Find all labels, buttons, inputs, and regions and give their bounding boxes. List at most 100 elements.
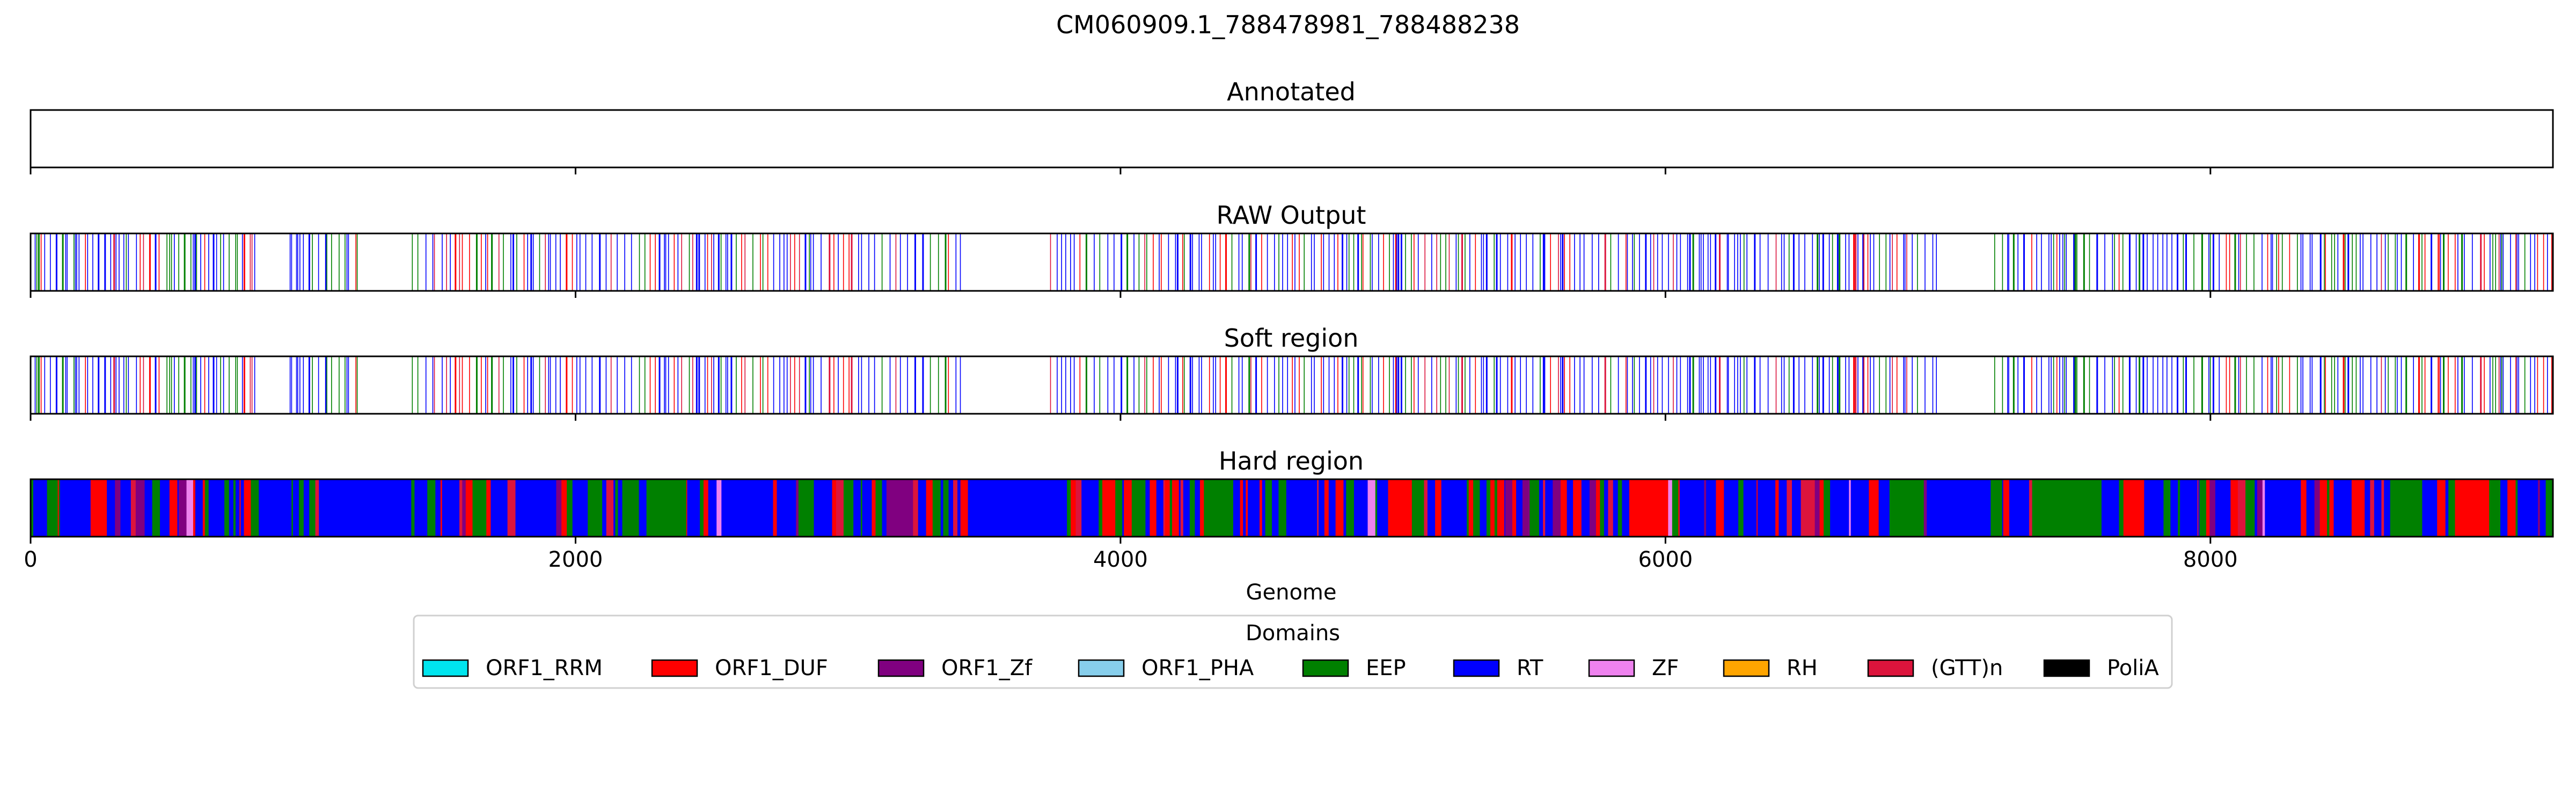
domain-mark <box>155 233 157 291</box>
domain-block <box>2497 479 2501 537</box>
domain-mark <box>2226 356 2227 414</box>
domain-block <box>940 479 944 537</box>
domain-mark <box>1436 356 1437 414</box>
domain-mark <box>126 356 127 414</box>
legend-label: EEP <box>1366 656 1406 680</box>
domain-mark <box>2272 356 2273 414</box>
domain-block <box>686 479 687 537</box>
domain-mark <box>1161 356 1162 414</box>
domain-mark <box>1393 233 1394 291</box>
domain-block <box>1889 479 1924 537</box>
domain-mark <box>1099 233 1101 291</box>
domain-block <box>1771 479 1776 537</box>
domain-mark <box>1405 233 1406 291</box>
domain-mark <box>481 356 482 414</box>
domain-mark <box>200 356 201 414</box>
domain-mark <box>741 356 742 414</box>
domain-block <box>1853 479 1857 537</box>
domain-block <box>1150 479 1157 537</box>
domain-mark <box>1828 233 1830 291</box>
domain-mark <box>821 233 822 291</box>
domain-mark <box>2289 233 2290 291</box>
domain-mark <box>2405 233 2407 291</box>
domain-mark <box>2048 356 2050 414</box>
domain-mark <box>104 233 106 291</box>
domain-mark <box>2171 356 2172 414</box>
domain-mark <box>1248 356 1250 414</box>
domain-block <box>1188 479 1190 537</box>
domain-mark <box>123 356 125 414</box>
domain-mark <box>1817 233 1819 291</box>
domain-mark <box>1383 356 1384 414</box>
tracks-group: Annotated RAW Output Soft region Hard regio… <box>24 77 2554 572</box>
domain-block <box>1885 479 1890 537</box>
domain-mark <box>104 356 106 414</box>
domain-mark <box>2066 233 2067 291</box>
domain-mark <box>1395 356 1397 414</box>
domain-mark <box>1511 233 1513 291</box>
domain-mark <box>1592 356 1593 414</box>
domain-mark <box>1261 356 1262 414</box>
domain-mark <box>459 356 460 414</box>
domain-mark <box>1274 233 1275 291</box>
domain-mark <box>2490 356 2491 414</box>
domain-mark <box>1903 356 1904 414</box>
domain-mark <box>718 233 720 291</box>
domain-mark <box>689 233 690 291</box>
domain-block <box>233 479 236 537</box>
domain-mark <box>664 356 665 414</box>
domain-mark <box>1485 233 1488 291</box>
domain-block <box>872 479 876 537</box>
domain-block <box>319 479 326 537</box>
domain-mark <box>725 356 727 414</box>
domain-mark <box>1458 233 1459 291</box>
domain-mark <box>1146 356 1147 414</box>
domain-mark <box>848 233 850 291</box>
domain-mark <box>1781 356 1782 414</box>
domain-block <box>2252 479 2255 537</box>
domain-block <box>193 479 196 537</box>
domain-mark <box>1906 233 1907 291</box>
domain-mark <box>513 356 514 414</box>
domain-mark <box>2543 233 2544 291</box>
domain-block <box>1792 479 1794 537</box>
domain-mark <box>1250 233 1252 291</box>
domain-mark <box>346 233 348 291</box>
domain-mark <box>2518 233 2519 291</box>
domain-mark <box>1411 356 1412 414</box>
domain-mark <box>1610 233 1612 291</box>
domain-mark <box>631 233 632 291</box>
x-tick-label: 8000 <box>2183 547 2238 572</box>
domain-mark <box>2500 233 2501 291</box>
domain-mark <box>2171 233 2172 291</box>
domain-mark <box>1558 233 1559 291</box>
domain-mark <box>2118 356 2120 414</box>
domain-mark <box>1192 233 1193 291</box>
domain-mark <box>545 233 546 291</box>
domain-mark <box>752 356 753 414</box>
domain-mark <box>1812 356 1813 414</box>
domain-mark <box>2041 356 2042 414</box>
domain-mark <box>1440 233 1441 291</box>
domain-block <box>82 479 91 537</box>
domain-mark <box>74 356 75 414</box>
domain-mark <box>1839 233 1841 291</box>
domain-block <box>2009 479 2028 537</box>
domain-mark <box>784 356 785 414</box>
domain-mark <box>2219 233 2220 291</box>
domain-mark <box>1346 233 1348 291</box>
domain-mark <box>2297 233 2298 291</box>
legend-label: RT <box>1517 656 1543 680</box>
domain-mark <box>1828 356 1830 414</box>
domain-mark <box>2362 233 2363 291</box>
domain-block <box>1743 479 1748 537</box>
domain-mark <box>128 233 129 291</box>
domain-block <box>2265 479 2294 537</box>
domain-mark <box>1798 356 1799 414</box>
domain-mark <box>2515 233 2516 291</box>
domain-mark <box>527 233 528 291</box>
domain-block <box>2489 479 2497 537</box>
domain-mark <box>220 233 221 291</box>
domain-mark <box>2547 233 2548 291</box>
domain-mark <box>312 233 313 291</box>
